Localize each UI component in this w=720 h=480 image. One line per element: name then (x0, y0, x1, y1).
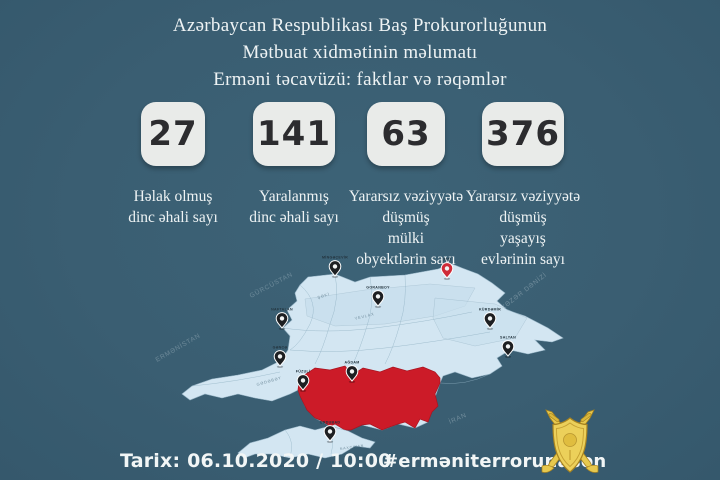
stat-label-line: düşmüş (499, 209, 547, 226)
map-pin: KÜRDƏMİR (479, 307, 501, 330)
stat-box-wounded: 141 (253, 102, 335, 166)
stat-label-line: evlərinin sayı (481, 251, 565, 268)
map-pin: XIZI (440, 258, 454, 280)
stat-box-civil-objects: 63 (367, 102, 445, 166)
map-area-label: ŞƏKİ (317, 291, 331, 300)
stat-label-line: dinc əhali sayı (128, 209, 218, 226)
map-region-east (432, 297, 528, 347)
date-line: Tarix: 06.10.2020 / 10:00 (120, 450, 392, 472)
map-area-label: YEVLAX (354, 311, 375, 321)
stat-label-line: Yaralanmış (259, 188, 329, 205)
map-pin: SALYAN (500, 336, 516, 358)
map-nakhchivan (237, 425, 376, 459)
stat-label-houses: Yararsız vəziyyətə düşmüş yaşayış evləri… (441, 186, 605, 270)
stat-label-killed: Həlak olmuş dinc əhali sayı (91, 186, 255, 228)
shield-icon (552, 417, 588, 473)
map-area-label: İRAN (447, 410, 468, 426)
stat-value-wounded: 141 (257, 114, 331, 154)
map-area-label: ERMƏNİSTAN (154, 331, 202, 364)
header: Azərbaycan Respublikası Baş Prokurorluğu… (0, 12, 720, 93)
stat-label-line: Yararsız vəziyyətə (465, 188, 581, 205)
header-line-3: Erməni təcavüzü: faktlar və rəqəmlər (213, 69, 507, 90)
header-line-2: Mətbuat xidmətinin məlumatı (242, 42, 478, 63)
stat-value-killed: 27 (148, 114, 198, 154)
stat-box-houses: 376 (482, 102, 564, 166)
map-pin: FÜZULİ (296, 369, 311, 392)
pin-label: ORDUBAD (320, 421, 341, 425)
map-area-label: XƏZƏR DƏNİZİ (499, 270, 549, 312)
stat-box-killed: 27 (141, 102, 205, 166)
map-internal-borders (191, 273, 491, 387)
stat-label-line: Yararsız vəziyyətə (348, 188, 464, 205)
pin-label: SALYAN (500, 336, 516, 340)
azerbaijan-map: GÜRCÜSTAN ERMƏNİSTAN XƏZƏR DƏNİZİ İRAN ŞƏKİ Y… (135, 254, 595, 466)
stat-label-line: dinc əhali sayı (249, 209, 339, 226)
stat-value-civil-objects: 63 (381, 114, 431, 154)
map-pin: NAFTALAN (271, 308, 293, 330)
map-svg: GÜRCÜSTAN ERMƏNİSTAN XƏZƏR DƏNİZİ İRAN ŞƏKİ Y… (154, 256, 564, 459)
header-line-1: Azərbaycan Respublikası Baş Prokurorluğu… (172, 15, 548, 36)
prosecutor-emblem (541, 409, 599, 473)
pin-label: AĞDAM (344, 360, 359, 365)
stat-label-wounded: Yaralanmış dinc əhali sayı (212, 186, 376, 228)
map-pin: GƏNCƏ (273, 346, 288, 368)
date-value: 06.10.2020 / 10:00 (180, 450, 392, 472)
pin-label: FÜZULİ (296, 369, 311, 374)
map-area-label: GÜRCÜSTAN (248, 270, 294, 300)
pin-label: NAFTALAN (271, 308, 293, 312)
stat-label-line: mülki (387, 230, 425, 247)
map-area-label: NAXÇIVAN (340, 444, 365, 451)
pin-label: KÜRDƏMİR (479, 307, 501, 312)
stat-label-line: yaşayış (500, 230, 546, 247)
pin-label: GORANBOY (366, 286, 390, 290)
pin-label: GƏNCƏ (273, 346, 288, 350)
map-pin: ORDUBAD (320, 421, 341, 443)
map-red-zone (297, 365, 441, 431)
stat-label-line: Həlak olmuş (133, 188, 213, 205)
map-pin: MİNGƏÇEVİR (322, 256, 348, 278)
date-label: Tarix: (120, 450, 181, 472)
stat-label-civil-objects: Yararsız vəziyyətə düşmüş mülki obyektlə… (324, 186, 488, 270)
stat-label-line: düşmüş (382, 209, 430, 226)
stat-value-houses: 376 (486, 114, 560, 154)
map-pin: GORANBOY (366, 286, 390, 308)
map-area-label: GƏDƏBƏY (256, 375, 282, 387)
stat-label-line: obyektlərin sayı (356, 251, 456, 268)
pin-label: XIZI (443, 258, 451, 262)
map-pin: AĞDAM (344, 360, 359, 383)
pin-label: MİNGƏÇEVİR (322, 256, 348, 260)
